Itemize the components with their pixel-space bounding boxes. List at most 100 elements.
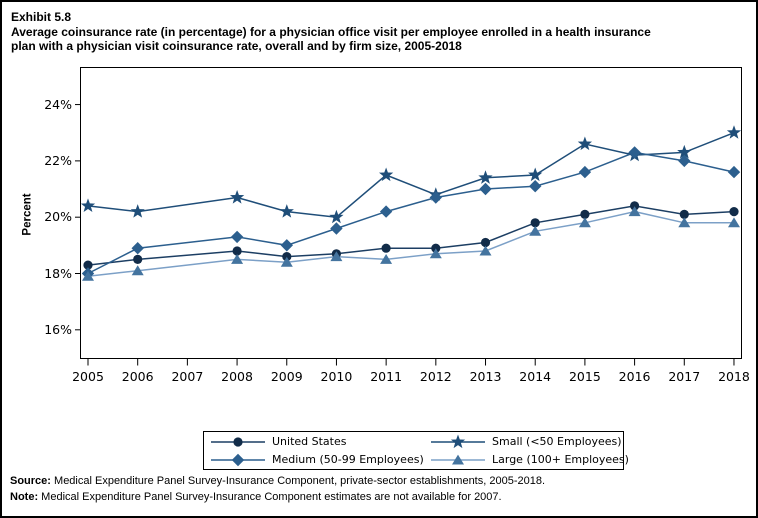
- legend-marker-large-100-employees: [452, 454, 464, 464]
- united-states-line-marker-icon: [211, 436, 265, 447]
- legend-label-large: Large (100+ Employees): [492, 453, 629, 466]
- y-tick-label: 22%: [44, 152, 72, 168]
- united-states-point-2015: [580, 209, 590, 219]
- medium-50-99-employees-point-2011: [379, 205, 393, 218]
- series-markers-large-100-employees: [82, 206, 740, 281]
- united-states-point-2018: [729, 207, 739, 217]
- medium-firm-line-marker-icon: [211, 453, 265, 466]
- large-100-employees-point-2006: [131, 265, 144, 276]
- small-50-employees-point-2010: [329, 209, 344, 224]
- plot-frame: [80, 67, 742, 359]
- x-tick-label: 2010: [320, 369, 353, 384]
- legend-marker-small-50-employees: [450, 434, 466, 448]
- small-50-employees-point-2017: [677, 144, 692, 159]
- small-50-employees-point-2009: [279, 204, 294, 218]
- medium-50-99-employees-point-2012: [429, 191, 442, 204]
- x-tick-label: 2012: [419, 369, 452, 384]
- small-50-employees-point-2018: [726, 125, 742, 139]
- footer: Source: Medical Expenditure Panel Survey…: [10, 474, 545, 505]
- exhibit-label: Exhibit 5.8: [11, 10, 72, 24]
- medium-50-99-employees-point-2010: [330, 222, 343, 235]
- y-tick-label: 16%: [44, 321, 72, 337]
- x-tick-label: 2013: [469, 369, 502, 384]
- x-tick-label: 2014: [519, 369, 552, 384]
- small-50-employees-point-2008: [229, 190, 245, 204]
- united-states-point-2009: [282, 252, 292, 262]
- legend-label-medium: Medium (50-99 Employees): [272, 453, 424, 466]
- medium-50-99-employees-point-2017: [678, 154, 691, 168]
- large-100-employees-point-2013: [479, 245, 492, 256]
- note-text: Medical Expenditure Panel Survey-Insuran…: [38, 490, 502, 503]
- large-100-employees-point-2010: [330, 251, 343, 262]
- large-100-employees-point-2018: [728, 217, 740, 228]
- source-label: Source:: [10, 475, 51, 487]
- source-line: Source: Medical Expenditure Panel Survey…: [10, 474, 545, 490]
- united-states-point-2008: [232, 246, 242, 256]
- medium-50-99-employees-point-2008: [230, 230, 244, 244]
- y-tick-label: 18%: [44, 265, 72, 281]
- large-100-employees-point-2009: [280, 256, 293, 267]
- x-tick-label: 2008: [221, 369, 253, 384]
- large-100-employees-point-2016: [628, 206, 641, 217]
- small-50-employees-point-2011: [378, 167, 394, 182]
- x-tick-label: 2007: [171, 369, 204, 384]
- x-tick-label: 2018: [718, 369, 750, 384]
- note-label: Note:: [10, 490, 39, 503]
- medium-50-99-employees-point-2018: [727, 165, 741, 179]
- united-states-point-2016: [630, 201, 640, 211]
- x-tick-label: 2005: [72, 369, 104, 384]
- x-tick-label: 2017: [668, 369, 701, 384]
- x-tick-label: 2015: [568, 369, 601, 384]
- series-line-large-100-employees: [87, 210, 734, 278]
- legend-marker-united-states: [233, 436, 243, 447]
- x-tick-label: 2009: [270, 369, 303, 384]
- large-100-employees-point-2005: [82, 270, 94, 281]
- medium-50-99-employees-point-2009: [280, 239, 293, 252]
- x-tick-label: 2011: [370, 369, 403, 384]
- title-block: Exhibit 5.8 Average coinsurance rate (in…: [11, 10, 735, 54]
- x-tick-label: 2006: [121, 369, 154, 384]
- figure-title-line-2: plan with a physician visit coinsurance …: [11, 39, 462, 53]
- medium-50-99-employees-point-2006: [131, 242, 144, 255]
- note-line: Note: Medical Expenditure Panel Survey-I…: [10, 490, 545, 506]
- small-50-employees-point-2014: [528, 167, 543, 182]
- x-tick-label: 2016: [618, 369, 651, 384]
- legend-item-medium: Medium (50-99 Employees): [211, 451, 431, 468]
- large-100-employees-point-2011: [380, 254, 393, 264]
- y-tick-label: 20%: [44, 209, 72, 225]
- united-states-point-2005: [83, 260, 93, 270]
- legend-item-united-states: United States: [211, 433, 431, 450]
- legend-marker-medium-50-99-employees: [231, 453, 245, 466]
- legend-label-small: Small (<50 Employees): [492, 435, 622, 448]
- united-states-point-2006: [133, 254, 143, 264]
- legend-item-small: Small (<50 Employees): [431, 433, 629, 450]
- medium-50-99-employees-point-2013: [479, 182, 492, 196]
- small-firm-line-marker-icon: [431, 434, 485, 448]
- large-100-employees-point-2014: [529, 225, 542, 236]
- united-states-point-2013: [480, 237, 491, 248]
- legend: United States Small (<50 Employees) Medi…: [203, 431, 629, 470]
- y-tick-label: 24%: [44, 96, 72, 112]
- large-100-employees-point-2008: [231, 254, 244, 264]
- small-50-employees-point-2005: [80, 198, 96, 212]
- line-chart: [75, 67, 742, 366]
- medium-50-99-employees-point-2016: [628, 146, 641, 159]
- legend-item-large: Large (100+ Employees): [431, 451, 629, 468]
- large-100-employees-point-2015: [578, 217, 591, 228]
- medium-50-99-employees-point-2015: [578, 165, 592, 179]
- medium-50-99-employees-point-2014: [529, 180, 542, 193]
- small-50-employees-point-2006: [130, 204, 145, 218]
- large-100-employees-point-2017: [678, 217, 691, 228]
- series-markers-small-50-employees: [80, 125, 742, 224]
- united-states-point-2017: [679, 209, 689, 219]
- series-markers-united-states: [83, 201, 739, 270]
- united-states-point-2014: [530, 218, 540, 228]
- small-50-employees-point-2015: [577, 136, 593, 151]
- source-text: Medical Expenditure Panel Survey-Insuran…: [50, 475, 546, 487]
- legend-label-united-states: United States: [272, 435, 347, 448]
- united-states-point-2012: [431, 243, 441, 253]
- large-firm-line-marker-icon: [431, 454, 485, 464]
- united-states-point-2011: [381, 243, 391, 253]
- figure-title-line-1: Average coinsurance rate (in percentage)…: [11, 24, 651, 39]
- large-100-employees-point-2012: [429, 248, 442, 259]
